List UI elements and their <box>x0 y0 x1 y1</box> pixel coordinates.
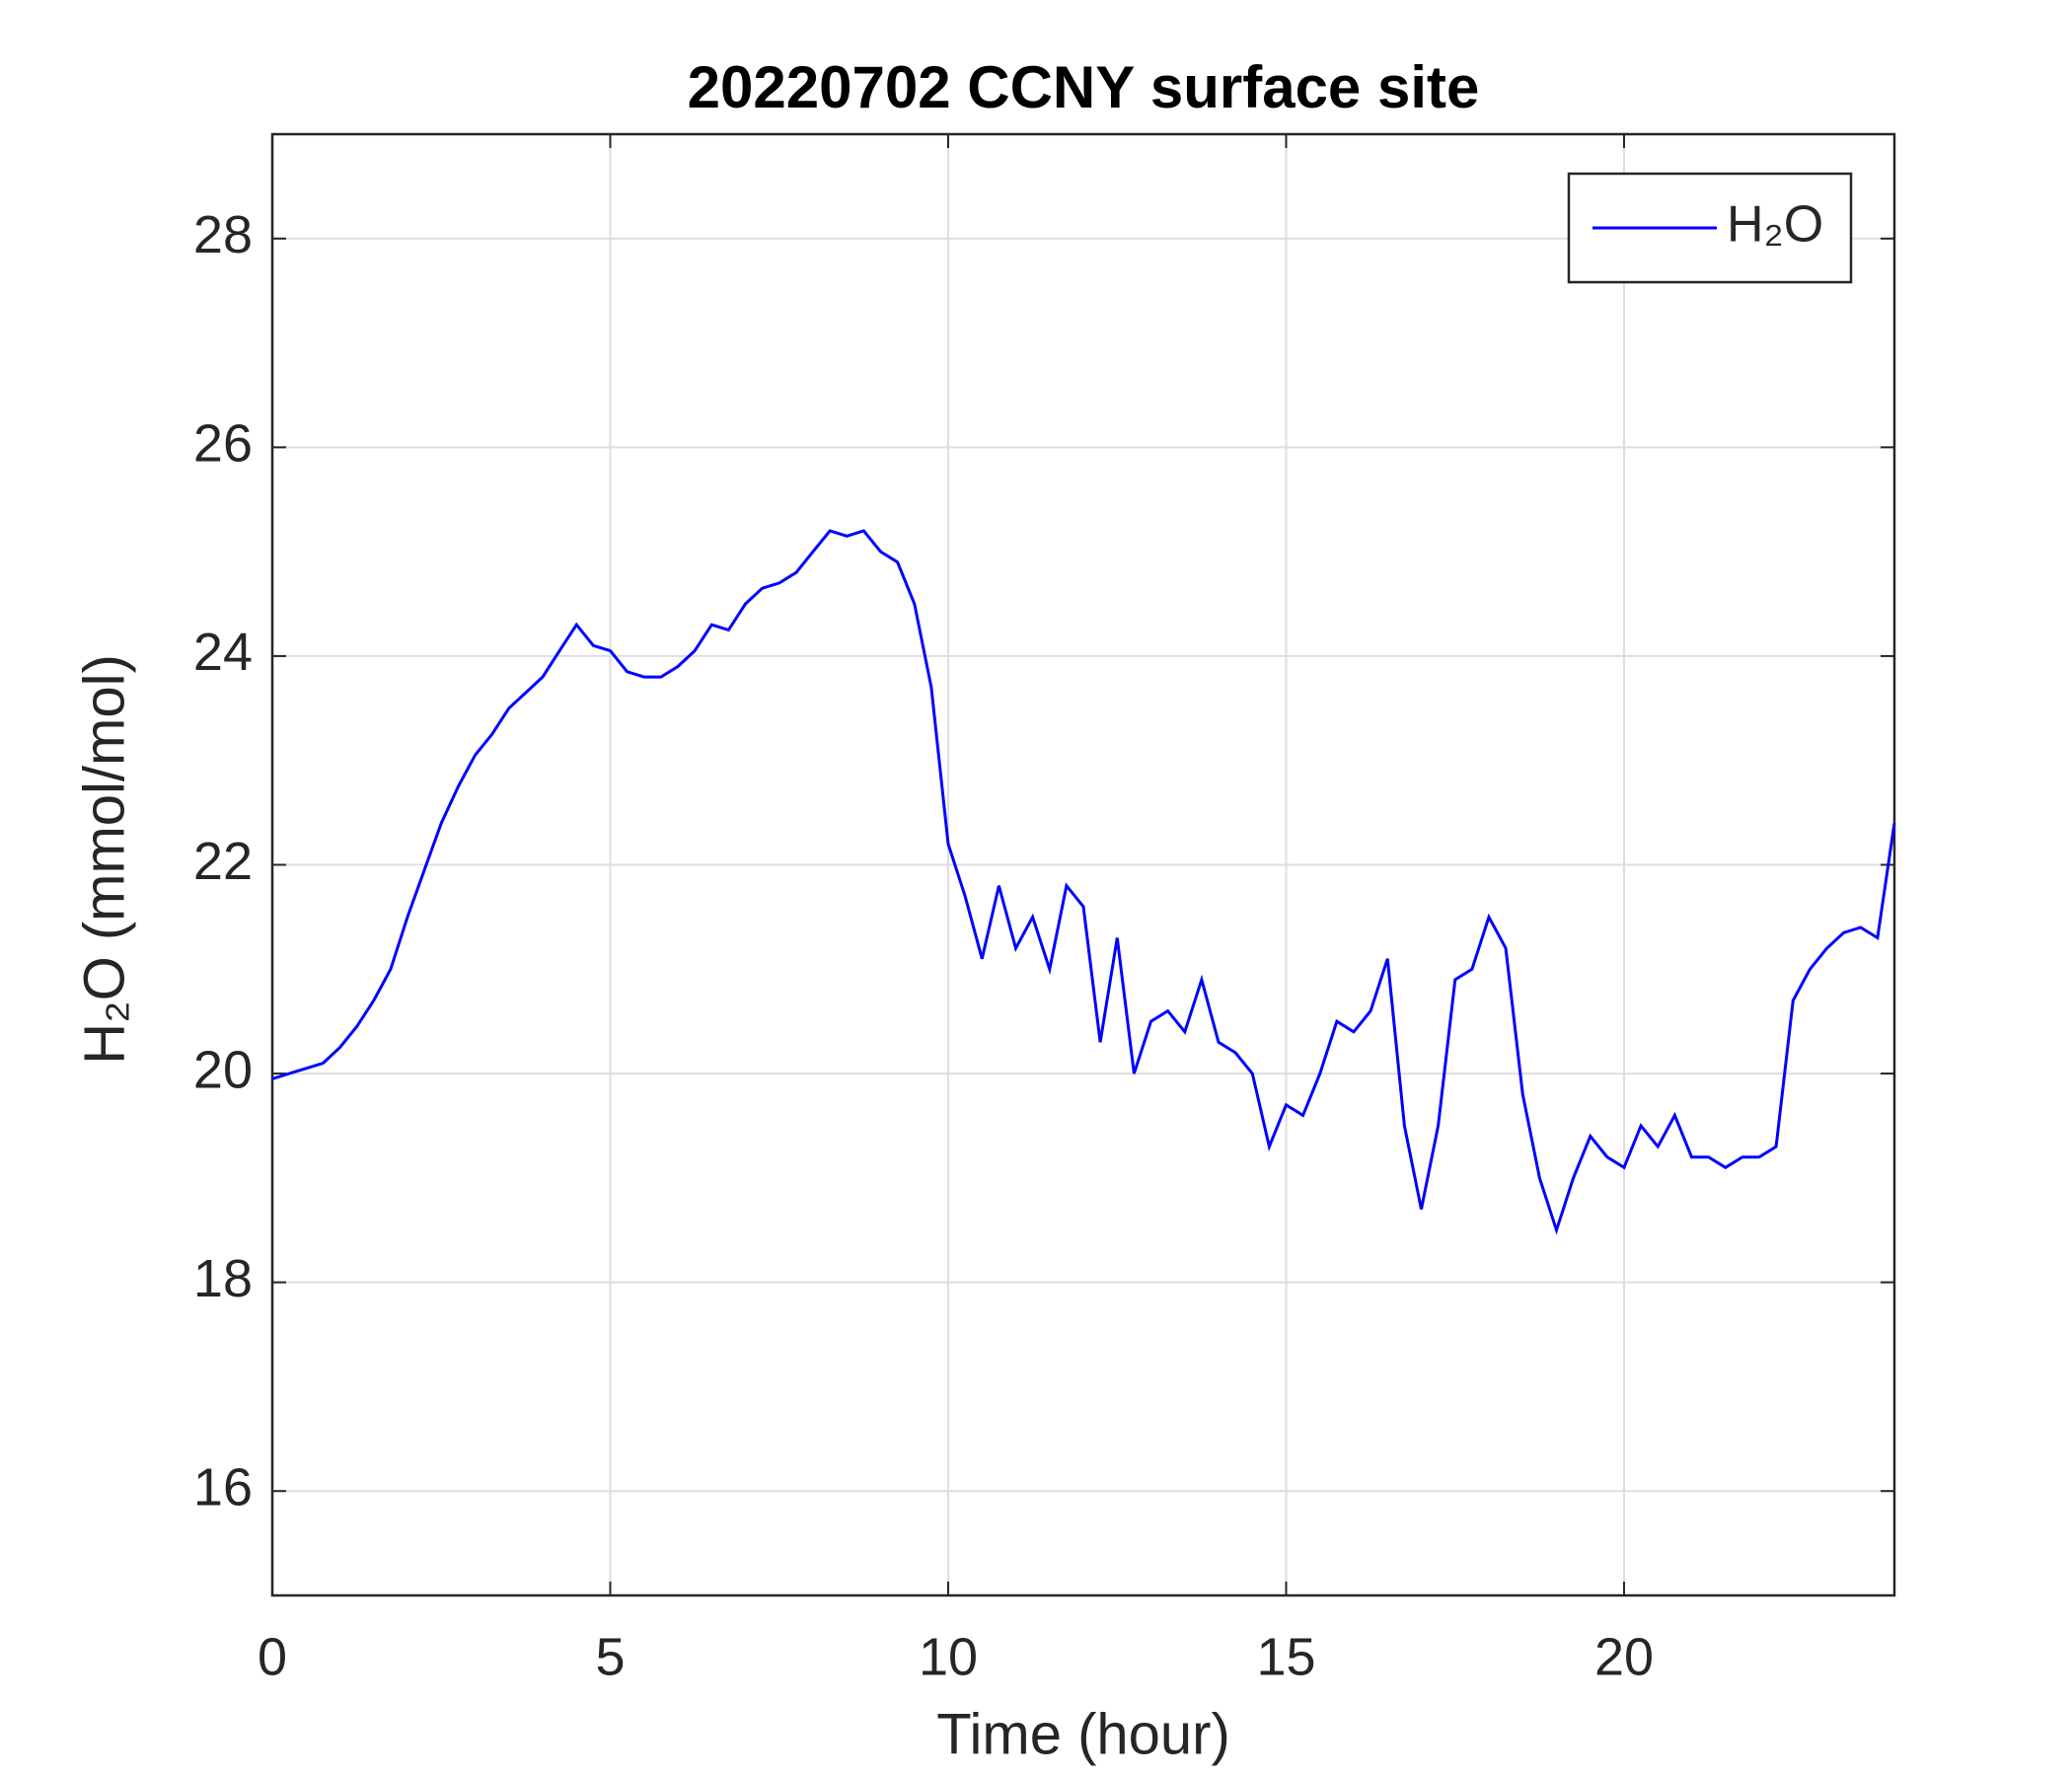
y-tick-label: 26 <box>193 414 253 474</box>
x-tick-label: 15 <box>1256 1627 1315 1686</box>
y-tick-label: 22 <box>193 832 253 891</box>
y-tick-label: 16 <box>193 1457 253 1517</box>
data-line <box>271 529 1896 1235</box>
y-tick-label: 20 <box>193 1040 253 1099</box>
x-tick-label: 5 <box>595 1627 625 1686</box>
x-tick-label: 0 <box>258 1627 287 1686</box>
plot-frame <box>270 132 1896 1597</box>
y-tick-label: 28 <box>193 205 253 264</box>
legend-label: H₂O <box>1727 196 1823 254</box>
x-tick-label: 20 <box>1594 1627 1654 1686</box>
y-tick-label: 24 <box>193 623 253 682</box>
chart-title: 20220702 CCNY surface site <box>688 54 1480 120</box>
x-axis-label: Time (hour) <box>936 1702 1230 1766</box>
y-axis-label: H₂O (mmol/mol) <box>72 654 136 1065</box>
y-tick-label: 18 <box>193 1249 253 1308</box>
x-tick-label: 10 <box>919 1627 978 1686</box>
